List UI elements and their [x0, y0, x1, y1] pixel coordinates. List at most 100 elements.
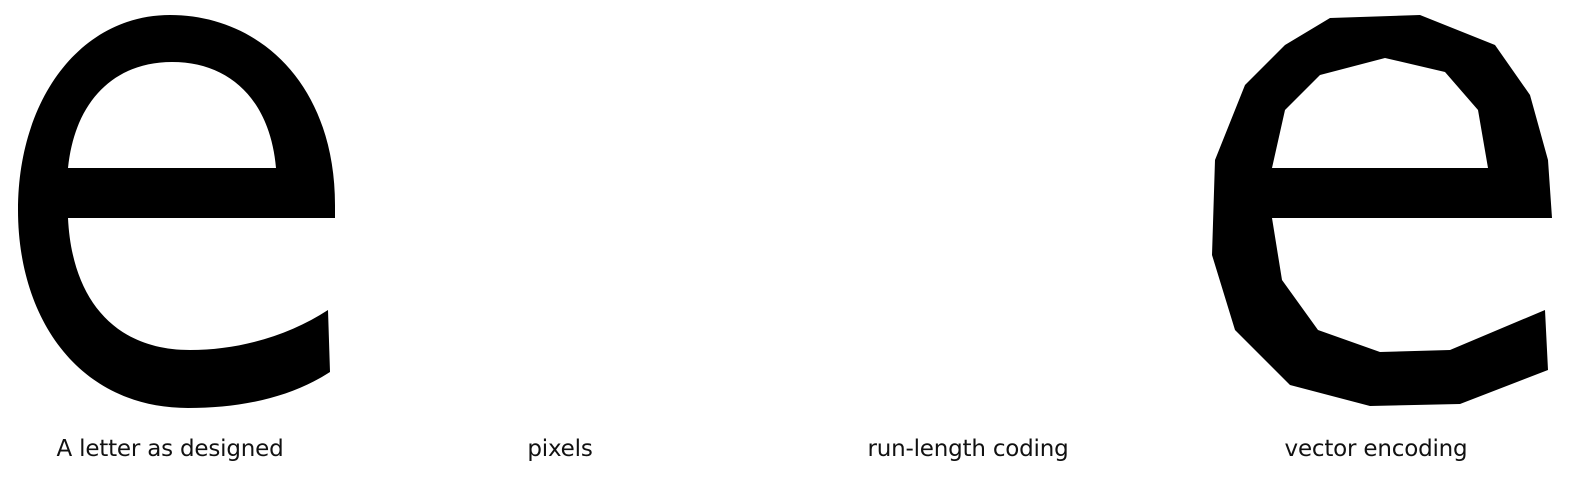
- pixel-cell: [440, 340, 448, 348]
- pixel-cell: [660, 43, 668, 51]
- pixel-cell: [506, 142, 514, 150]
- pixel-cell: [627, 21, 635, 29]
- pixel-cell: [693, 43, 701, 51]
- pixel-cell: [583, 32, 591, 40]
- pixel-cell: [715, 384, 723, 392]
- pixel-cell: [473, 307, 481, 315]
- pixel-cell: [506, 395, 514, 396]
- pixel-cell: [517, 153, 525, 161]
- pixel-cell: [572, 65, 580, 73]
- pixel-cell: [550, 329, 558, 337]
- pixel-cell: [484, 296, 492, 304]
- pixel-cell: [682, 43, 690, 51]
- pixel-cell: [429, 285, 437, 293]
- pixel-cell: [462, 318, 470, 326]
- pixel-cell: [414, 395, 415, 396]
- pixel-cell: [506, 307, 514, 315]
- pixel-cell: [605, 142, 613, 150]
- pixel-cell: [517, 252, 525, 260]
- pixel-cell: [627, 406, 635, 414]
- pixel-cell: [561, 263, 569, 271]
- caption-designed: A letter as designed: [56, 436, 284, 462]
- pixel-cell: [616, 384, 624, 392]
- pixel-cell: [605, 307, 613, 315]
- pixel-cell: [572, 54, 580, 62]
- pixel-cell: [682, 395, 690, 396]
- pixel-cell: [528, 351, 536, 359]
- pixel-cell: [462, 340, 470, 348]
- pixel-cell: [418, 230, 426, 238]
- pixel-cell: [638, 164, 646, 172]
- pixel-cell: [605, 373, 613, 381]
- pixel-cell: [693, 109, 701, 117]
- pixel-cell: [396, 395, 404, 403]
- pixel-cell: [473, 274, 481, 282]
- pixel-cell: [671, 351, 679, 359]
- pixel-cell: [737, 340, 745, 348]
- pixel-cell: [517, 340, 525, 348]
- pixel-cell: [539, 120, 547, 128]
- pixel-cell: [561, 208, 569, 216]
- pixel-cell: [693, 164, 701, 172]
- pixel-cell: [473, 384, 481, 392]
- pixel-cell: [561, 43, 569, 51]
- pixel-cell: [528, 32, 536, 40]
- pixel-cell: [704, 76, 712, 84]
- pixel-cell: [418, 296, 426, 304]
- pixel-cell: [594, 109, 602, 117]
- pixel-cell: [495, 76, 503, 84]
- pixel-cell: [627, 274, 635, 282]
- pixel-cell: [660, 384, 668, 392]
- pixel-cell: [682, 175, 690, 183]
- pixel-cell: [451, 87, 459, 95]
- pixel-cell: [473, 164, 481, 172]
- pixel-cell: [429, 14, 437, 18]
- pixel-cell: [462, 362, 470, 370]
- pixel-cell: [414, 14, 415, 18]
- pixel-cell: [616, 329, 624, 337]
- pixel-cell: [572, 153, 580, 161]
- pixel-cell: [726, 219, 731, 227]
- pixel-cell: [737, 175, 745, 183]
- pixel-cell: [506, 241, 514, 249]
- pixel-cell: [462, 406, 470, 414]
- pixel-cell: [726, 153, 731, 161]
- pixel-cell: [627, 285, 635, 293]
- pixel-cell: [682, 406, 690, 414]
- pixel-cell: [660, 131, 668, 139]
- pixel-cell: [638, 153, 646, 161]
- pixel-cell: [517, 395, 525, 396]
- pixel-cell: [440, 241, 448, 249]
- pixel-cell: [726, 318, 731, 326]
- pixel-cell: [594, 120, 602, 128]
- pixel-cell: [715, 120, 723, 128]
- pixel-cell: [572, 263, 580, 271]
- pixel-cell: [440, 87, 448, 95]
- pixel-cell: [583, 274, 591, 282]
- pixel-cell: [572, 252, 580, 260]
- pixel-cell: [462, 14, 470, 18]
- pixel-cell: [418, 395, 426, 396]
- pixel-cell: [649, 197, 657, 205]
- pixel-cell: [484, 219, 492, 227]
- pixel-cell: [528, 21, 536, 29]
- pixel-cell: [484, 241, 492, 249]
- pixel-cell: [726, 296, 731, 304]
- pixel-cell: [583, 318, 591, 326]
- pixel-cell: [627, 54, 635, 62]
- pixel-cell: [396, 318, 404, 326]
- pixel-cell: [737, 219, 745, 227]
- pixel-cell: [616, 362, 624, 370]
- pixel-cell: [462, 54, 470, 62]
- pixel-cell: [704, 340, 712, 348]
- pixel-cell: [605, 241, 613, 249]
- pixel-cell: [638, 362, 646, 370]
- pixel-cell: [715, 153, 723, 161]
- pixel-cell: [517, 318, 525, 326]
- pixel-cell: [451, 109, 459, 117]
- pixel-cell: [583, 329, 591, 337]
- pixel-cell: [726, 197, 731, 205]
- pixel-cell: [462, 98, 470, 106]
- pixel-cell: [649, 351, 657, 359]
